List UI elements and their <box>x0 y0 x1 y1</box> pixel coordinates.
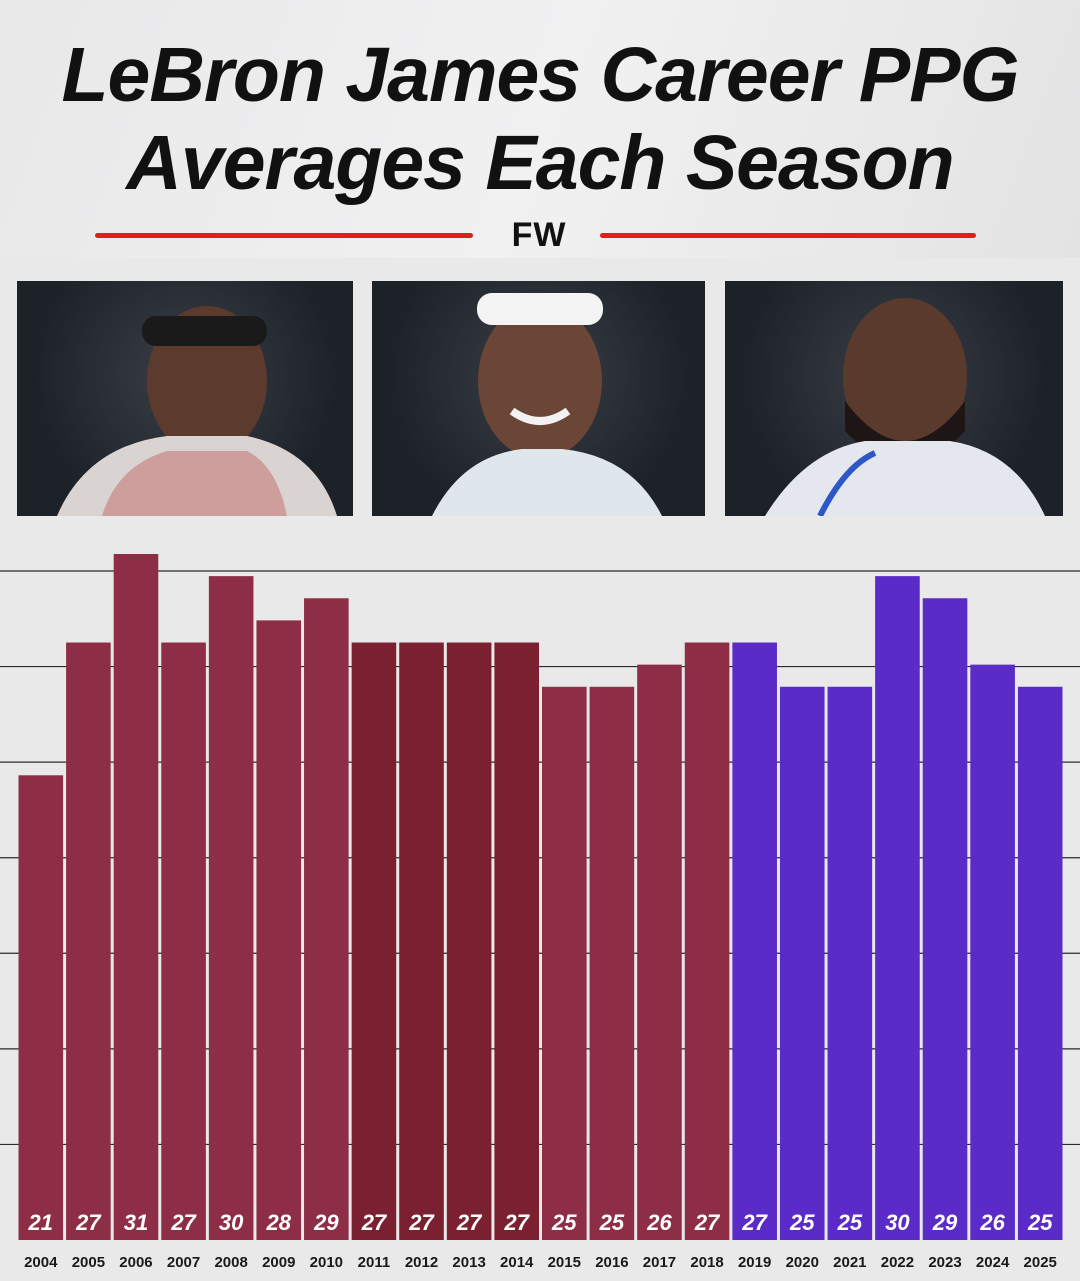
x-tick-label-2012: 2012 <box>405 1254 438 1271</box>
x-tick-label-2006: 2006 <box>119 1254 152 1271</box>
bar-2011 <box>351 642 397 1240</box>
bar-2007 <box>161 642 206 1240</box>
x-tick-label-2025: 2025 <box>1024 1254 1057 1271</box>
bar-2024 <box>970 664 1015 1240</box>
data-label-2008: 30 <box>219 1210 244 1235</box>
bar-2010 <box>304 598 349 1240</box>
data-label-2012: 27 <box>408 1210 435 1235</box>
x-tick-label-2023: 2023 <box>928 1254 961 1271</box>
bar-chart: 21 2004 27 2005 31 2006 27 2007 30 2008 28 2009 29 20… <box>0 540 1080 1281</box>
bar-2017 <box>637 664 682 1240</box>
data-label-2009: 28 <box>266 1210 292 1235</box>
x-tick-label-2014: 2014 <box>500 1254 534 1271</box>
bar-2006 <box>113 554 159 1240</box>
player-portrait-smiling-icon <box>432 293 662 516</box>
bar-2014 <box>494 642 539 1240</box>
player-portrait-beard-icon <box>765 298 1045 516</box>
bar-2021 <box>827 686 873 1240</box>
bar-2016 <box>589 686 635 1240</box>
bar-2025 <box>1017 686 1063 1240</box>
bar-2015 <box>542 686 587 1240</box>
title-line-1: LeBron James Career PPG <box>61 32 1019 118</box>
photo-late-career <box>725 281 1063 516</box>
data-label-2018: 27 <box>694 1210 721 1235</box>
x-tick-label-2017: 2017 <box>643 1254 676 1271</box>
x-tick-label-2007: 2007 <box>167 1254 200 1271</box>
x-tick-label-2021: 2021 <box>833 1254 866 1271</box>
data-label-2017: 26 <box>646 1210 672 1235</box>
player-portrait-headband-icon <box>57 306 337 516</box>
x-tick-label-2005: 2005 <box>72 1254 105 1271</box>
brand-divider-right <box>600 233 976 238</box>
data-label-2006: 31 <box>124 1210 148 1235</box>
x-tick-label-2010: 2010 <box>310 1254 343 1271</box>
bar-2004 <box>18 775 64 1240</box>
chart-canvas: 21 2004 27 2005 31 2006 27 2007 30 2008 28 2009 29 20… <box>0 554 1080 1271</box>
bar-2018 <box>684 642 730 1240</box>
bar-2013 <box>446 642 492 1240</box>
bar-2012 <box>399 642 444 1240</box>
data-label-2004: 21 <box>28 1210 53 1235</box>
brand-row: FW <box>0 214 1080 258</box>
brand-divider-left <box>95 233 473 238</box>
x-tick-label-2016: 2016 <box>595 1254 628 1271</box>
photo-mid-career <box>372 281 705 516</box>
bar-2022 <box>875 576 920 1240</box>
data-label-2024: 26 <box>979 1210 1005 1235</box>
data-label-2022: 30 <box>885 1210 910 1235</box>
bar-2005 <box>66 642 111 1240</box>
bar-2008 <box>208 576 254 1240</box>
x-tick-label-2024: 2024 <box>976 1254 1010 1271</box>
header-banner: LeBron James Career PPG Averages Each Se… <box>0 0 1080 258</box>
x-tick-label-2011: 2011 <box>358 1254 391 1271</box>
data-label-2020: 25 <box>789 1210 815 1235</box>
x-tick-label-2020: 2020 <box>786 1254 819 1271</box>
data-label-2025: 25 <box>1027 1210 1053 1235</box>
x-tick-label-2004: 2004 <box>24 1254 58 1271</box>
data-label-2021: 25 <box>837 1210 863 1235</box>
bar-2009 <box>256 620 302 1240</box>
data-label-2014: 27 <box>503 1210 530 1235</box>
bar-2020 <box>779 686 825 1240</box>
data-label-2011: 27 <box>361 1210 388 1235</box>
title-line-2: Averages Each Season <box>126 120 954 206</box>
data-label-2007: 27 <box>170 1210 197 1235</box>
x-tick-label-2019: 2019 <box>738 1254 771 1271</box>
x-tick-label-2018: 2018 <box>690 1254 723 1271</box>
x-tick-label-2013: 2013 <box>452 1254 485 1271</box>
x-tick-label-2009: 2009 <box>262 1254 295 1271</box>
bar-2019 <box>732 642 777 1240</box>
data-label-2023: 29 <box>932 1210 958 1235</box>
bar-2023 <box>922 598 968 1240</box>
photo-early-career <box>17 281 353 516</box>
data-label-2013: 27 <box>456 1210 483 1235</box>
data-label-2019: 27 <box>741 1210 768 1235</box>
data-label-2016: 25 <box>599 1210 625 1235</box>
data-label-2015: 25 <box>551 1210 577 1235</box>
data-label-2005: 27 <box>75 1210 102 1235</box>
data-label-2010: 29 <box>313 1210 339 1235</box>
x-tick-label-2015: 2015 <box>548 1254 581 1271</box>
x-tick-label-2008: 2008 <box>214 1254 247 1271</box>
x-tick-label-2022: 2022 <box>881 1254 914 1271</box>
brand-logo: FW <box>511 216 567 254</box>
